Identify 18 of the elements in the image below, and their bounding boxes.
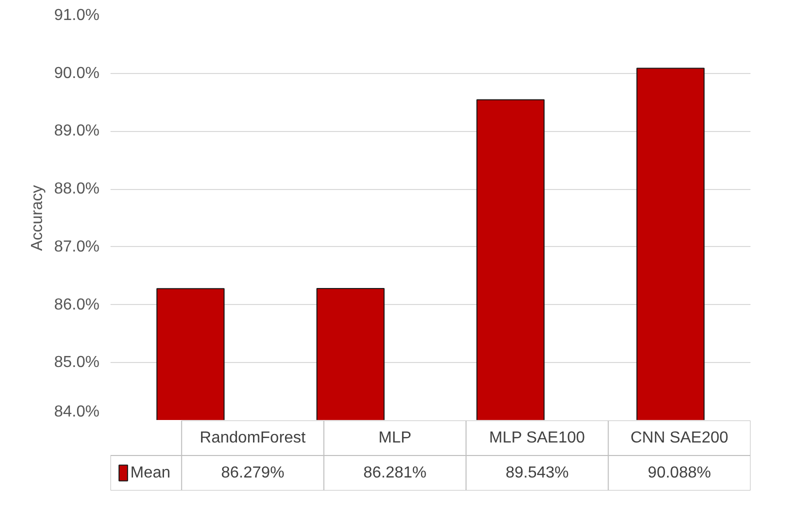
y-tick-label: 86.0% xyxy=(54,296,100,314)
legend-label: Mean xyxy=(130,464,170,482)
x-tick-label: MLP xyxy=(378,430,412,446)
data-label: 89.543% xyxy=(506,464,569,482)
data-label: 90.088% xyxy=(648,464,711,482)
y-tick-label: 85.0% xyxy=(54,354,100,372)
y-tick-label: 88.0% xyxy=(54,180,100,198)
y-tick-label: 91.0% xyxy=(54,7,100,24)
y-tick-label: 87.0% xyxy=(54,238,100,256)
data-label: 86.281% xyxy=(363,464,427,482)
y-tick-label: 89.0% xyxy=(54,122,100,140)
x-tick-label: MLP SAE100 xyxy=(489,430,586,446)
y-tick-label: 90.0% xyxy=(54,64,100,82)
y-axis-title: Accuracy xyxy=(29,185,46,251)
x-tick-label: CNN SAE200 xyxy=(630,430,728,446)
x-tick-label: RandomForest xyxy=(200,430,306,446)
data-label: 86.279% xyxy=(221,464,284,482)
y-tick-label: 84.0% xyxy=(54,404,100,420)
